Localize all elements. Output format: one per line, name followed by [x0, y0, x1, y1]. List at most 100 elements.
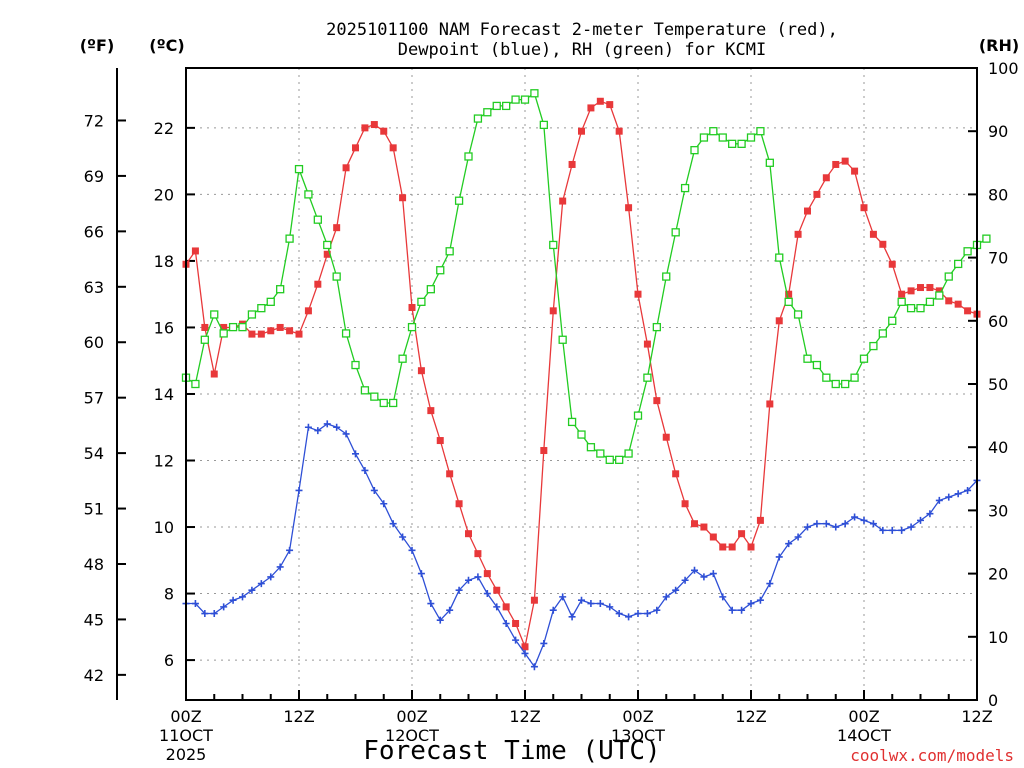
temperature-point: [954, 300, 962, 308]
dewpoint-point: [832, 523, 840, 531]
rh-point: [219, 329, 228, 338]
rh-point: [285, 234, 294, 243]
rh-point: [709, 127, 718, 136]
dewpoint-point: [587, 600, 595, 608]
rh-point: [633, 411, 643, 420]
temperature-point: [700, 523, 708, 531]
dewpoint-point: [822, 520, 830, 528]
series-layer: [181, 89, 991, 671]
fahrenheit-unit-label: (ºF): [80, 36, 115, 55]
temperature-point: [841, 157, 849, 165]
temperature-point: [935, 287, 943, 295]
dewpoint-point: [634, 610, 642, 618]
temperature-point: [549, 307, 557, 315]
dewpoint-point: [964, 486, 972, 494]
rh-point: [765, 158, 774, 167]
fahrenheit-tick-label: 60: [84, 333, 104, 352]
rh-point: [888, 316, 897, 325]
temperature-point: [813, 190, 821, 198]
rh-tick-label: 70: [988, 249, 1008, 268]
dewpoint-point: [945, 493, 953, 501]
rh-point: [906, 304, 916, 313]
dewpoint-point: [700, 573, 708, 581]
rh-point: [718, 133, 727, 142]
temperature-point: [352, 144, 359, 152]
dewpoint-point: [643, 610, 651, 618]
temperature-point: [879, 240, 887, 248]
dewpoint-point: [257, 580, 265, 588]
rh-point: [483, 108, 492, 117]
rh-tick-label: 80: [988, 185, 1008, 204]
rh-point: [859, 354, 869, 363]
dewpoint-point: [738, 606, 746, 614]
dewpoint-point: [436, 616, 444, 624]
time-tick-label: 12OCT: [385, 726, 439, 745]
temperature-point: [540, 447, 548, 455]
temperature-point: [436, 437, 444, 445]
fahrenheit-tick-label: 54: [84, 444, 104, 463]
fahrenheit-tick-label: 51: [84, 500, 104, 519]
dewpoint-point: [512, 636, 520, 644]
temperature-point: [257, 330, 265, 338]
rh-point: [878, 329, 887, 338]
rh-point: [784, 297, 793, 306]
temperature-point: [220, 323, 228, 331]
dewpoint-point: [785, 540, 793, 548]
rh-point: [812, 360, 822, 370]
rh-point: [520, 95, 530, 104]
rh-point: [746, 133, 756, 142]
celsius-tick-label: 14: [154, 385, 174, 404]
rh-point: [643, 373, 652, 382]
rh-point: [793, 310, 803, 319]
dewpoint-point: [220, 603, 228, 611]
fahrenheit-tick-label: 66: [84, 222, 104, 241]
rh-point: [426, 285, 435, 294]
rh-point: [850, 373, 859, 382]
rh-point: [690, 146, 699, 155]
dewpoint-point: [860, 516, 868, 524]
dewpoint-point: [954, 490, 962, 498]
celsius-tick-label: 8: [164, 585, 174, 604]
temperature-point: [898, 290, 906, 298]
rh-point: [624, 449, 633, 458]
dewpoint-point: [370, 486, 378, 494]
credit-text: coolwx.com/models: [850, 746, 1014, 765]
temperature-point: [446, 470, 454, 478]
dewpoint-point: [917, 516, 924, 524]
dewpoint-point: [662, 593, 670, 601]
dewpoint-point: [841, 520, 849, 528]
rh-point: [398, 354, 407, 363]
dewpoint-point: [304, 423, 312, 431]
rh-tick-label: 0: [988, 691, 998, 710]
temperature-point: [323, 250, 331, 258]
dewpoint-point: [709, 570, 717, 578]
chart-title: 2025101100 NAM Forecast 2-meter Temperat…: [326, 20, 838, 60]
rh-tick-label: 90: [988, 122, 1008, 141]
rh-point: [935, 291, 944, 300]
rh-point: [737, 139, 746, 148]
dewpoint-point: [596, 600, 604, 608]
rh-point: [502, 101, 511, 111]
time-tick-label: 12Z: [509, 707, 540, 726]
celsius-tick-label: 16: [154, 318, 174, 337]
dewpoint-point: [653, 606, 661, 614]
temperature-point: [738, 530, 746, 538]
rh-point: [728, 139, 737, 148]
temperature-point: [521, 643, 529, 651]
dewpoint-point: [804, 523, 811, 531]
rh-point: [389, 398, 398, 408]
rh-point: [191, 379, 200, 389]
rh-point: [803, 354, 812, 363]
dewpoint-point: [417, 570, 425, 578]
rh-point: [407, 322, 417, 332]
time-tick-label: 00Z: [396, 707, 427, 726]
dewpoint-point: [455, 586, 463, 594]
dewpoint-point: [935, 496, 943, 504]
rh-point: [511, 95, 520, 104]
dewpoint-point: [399, 533, 407, 541]
series-temperature: [182, 97, 981, 651]
temperature-point: [587, 104, 595, 112]
temperature-point: [662, 433, 670, 441]
fahrenheit-axis: 42 45 48 51 54 57 60 63 66 69 72: [84, 68, 126, 700]
temperature-point: [201, 323, 209, 331]
